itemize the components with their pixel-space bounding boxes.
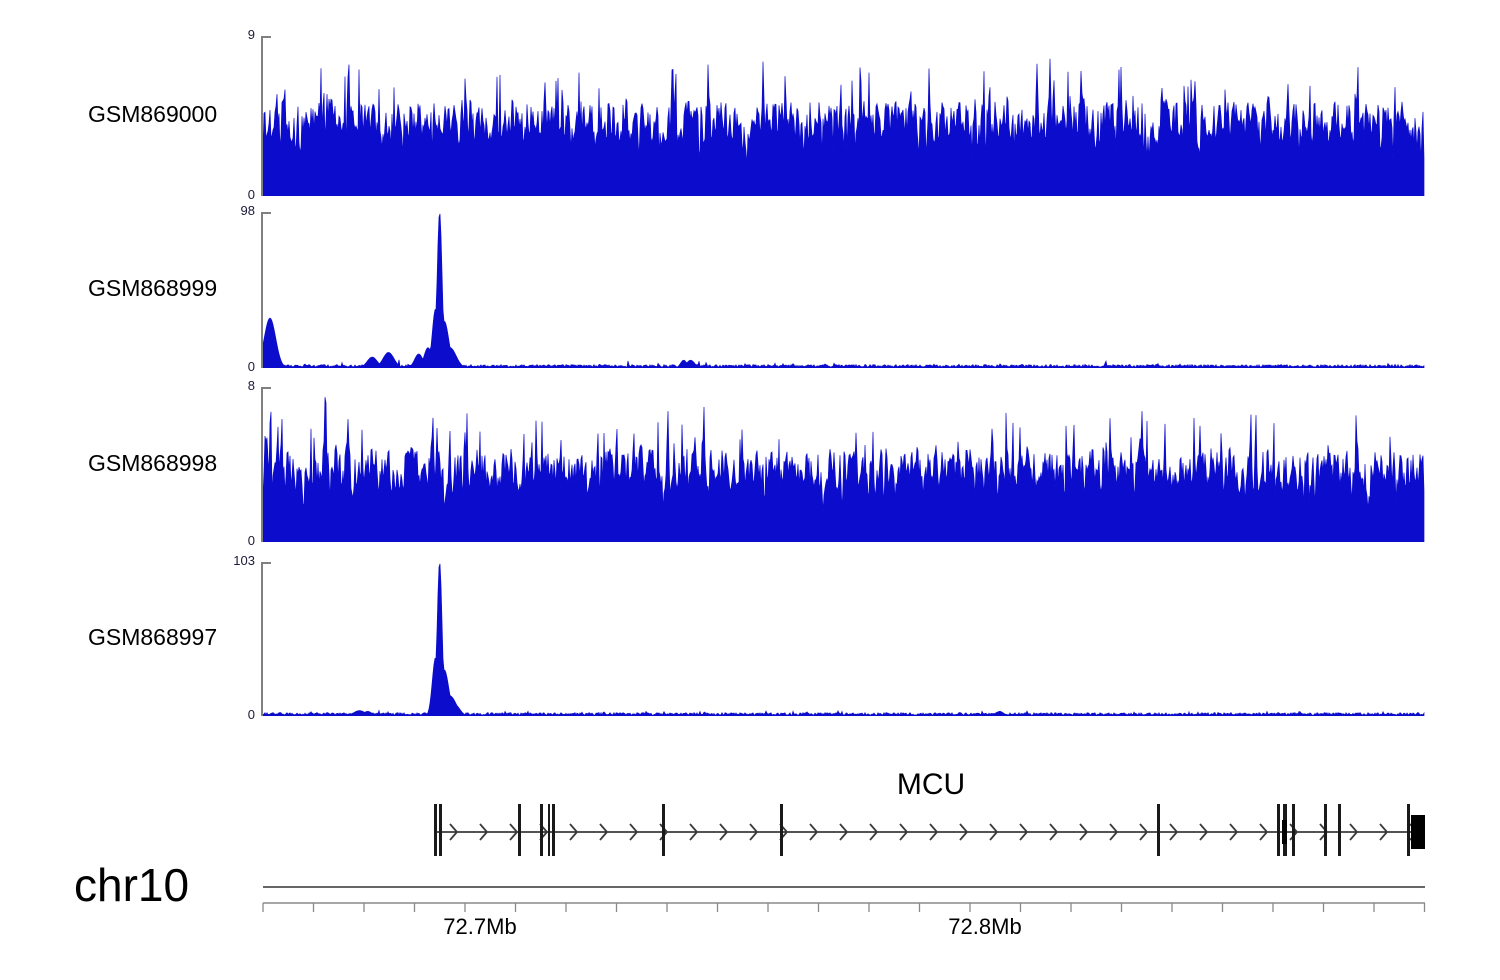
coverage-plot[interactable] [263,212,1425,368]
tick-label-right: 72.8Mb [948,914,1022,939]
gene-structure[interactable] [0,800,1500,860]
track-label: GSM868998 [88,449,218,476]
axis-min-label: 0 [247,359,255,374]
coverage-plot[interactable] [263,562,1425,716]
gene-name-label: MCU [896,768,966,801]
axis-min-label: 0 [247,187,255,202]
axis-max-label: 8 [247,378,255,393]
coverage-plot[interactable] [263,36,1425,196]
tick-label-left: 72.7Mb [443,914,517,939]
axis-min-label: 0 [247,707,255,722]
axis-max-label: 98 [240,203,255,218]
coverage-plot[interactable] [263,387,1425,542]
track-label: GSM869000 [88,101,218,127]
track-label: GSM868999 [88,275,218,301]
axis-max-label: 9 [247,27,255,42]
axis-min-label: 0 [247,533,255,548]
axis-max-label: 103 [233,553,255,568]
chromosome-label: chr10 [74,859,190,911]
track-label: GSM868997 [88,624,218,650]
ruler-axis[interactable] [0,880,1500,920]
